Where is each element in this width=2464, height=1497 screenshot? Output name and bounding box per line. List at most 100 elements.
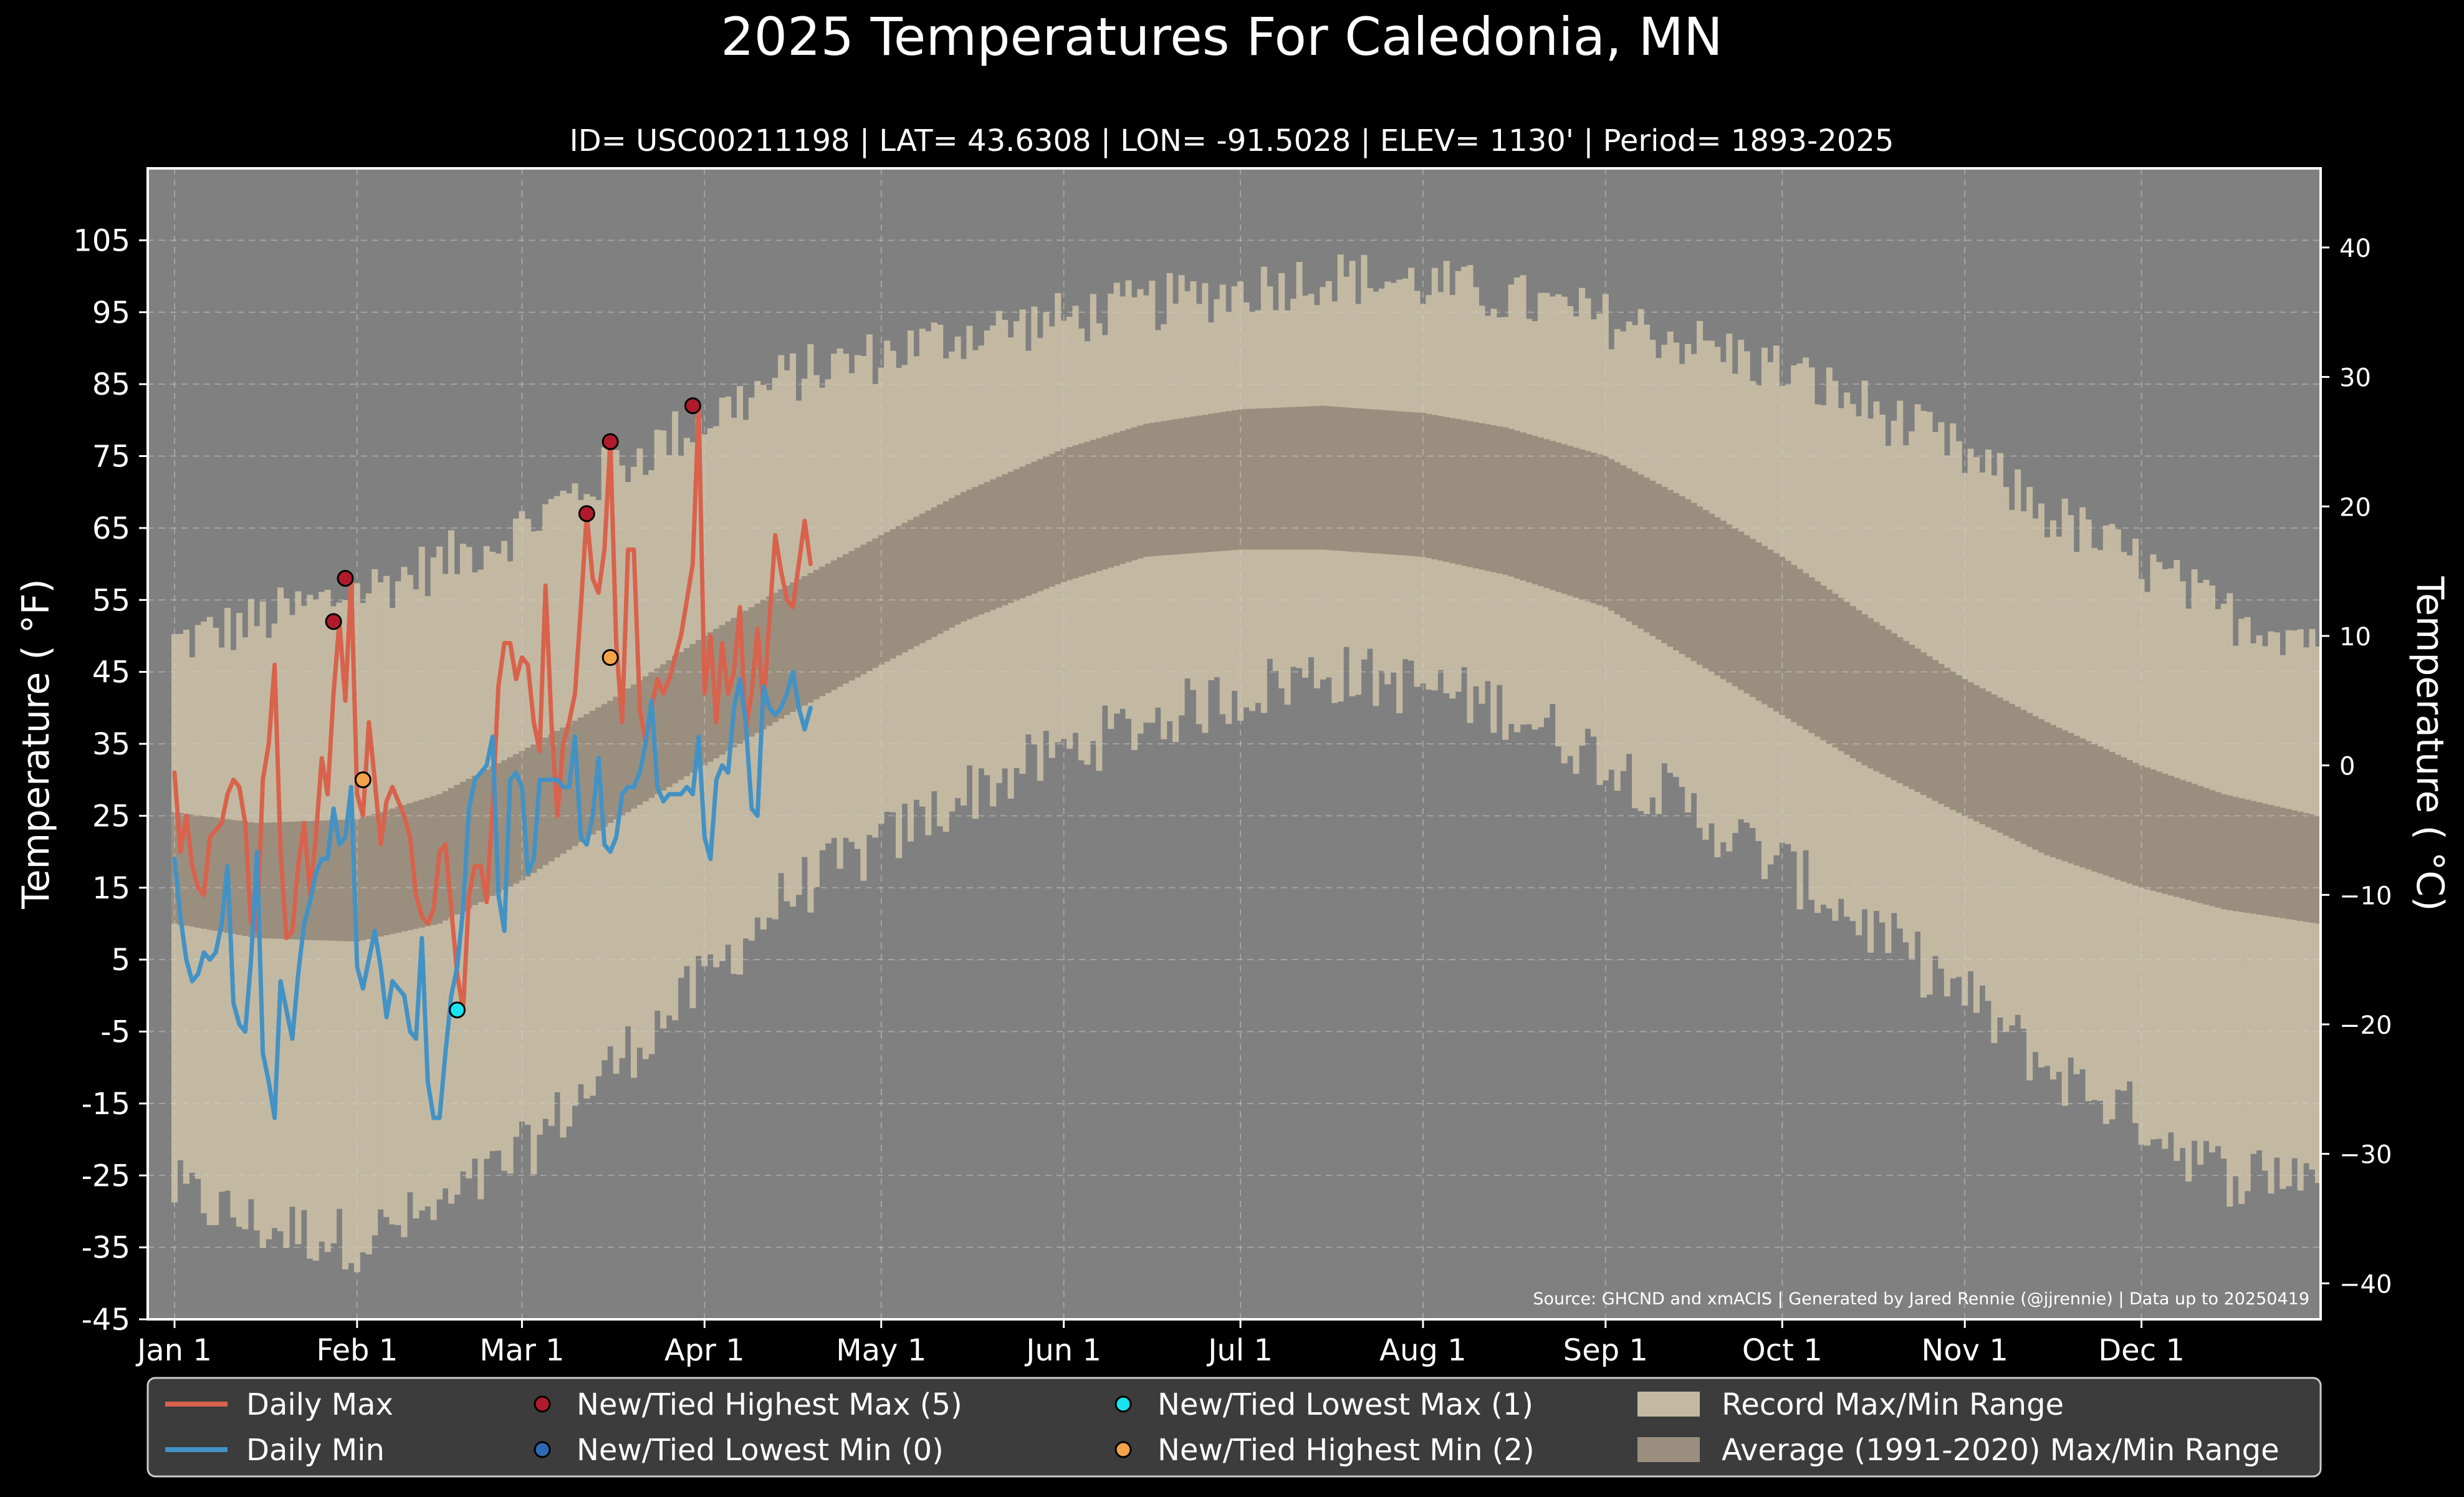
y-tick-label-left: 105: [73, 223, 130, 258]
normal-range-bar: [2291, 810, 2298, 920]
normal-range-bar: [648, 672, 655, 798]
normal-range-bar: [1832, 594, 1839, 748]
normal-range-bar: [530, 744, 537, 873]
normal-range-bar: [2174, 777, 2180, 897]
normal-range-bar: [2314, 816, 2322, 924]
normal-range-bar: [1378, 410, 1385, 554]
normal-range-bar: [1685, 499, 1692, 658]
normal-range-bar: [1284, 407, 1291, 550]
y-tick-label-left: 45: [92, 655, 130, 690]
y-tick-label-left: 95: [92, 296, 130, 330]
normal-range-bar: [2238, 798, 2245, 912]
normal-range-bar: [1826, 589, 1833, 744]
normal-range-bar: [990, 479, 997, 610]
normal-range-bar: [2150, 769, 2157, 891]
normal-range-bar: [1231, 410, 1238, 551]
normal-range-bar: [949, 498, 956, 628]
normal-range-bar: [2079, 738, 2086, 868]
x-tick-label: Apr 1: [664, 1333, 745, 1368]
normal-range-bar: [1060, 448, 1067, 582]
normal-range-bar: [954, 495, 961, 625]
normal-range-bar: [1002, 474, 1009, 605]
normal-range-bar: [1632, 471, 1639, 625]
y-tick-label-right: 30: [2339, 364, 2371, 393]
normal-range-bar: [654, 668, 661, 794]
y-tick-label-left: 75: [92, 440, 130, 474]
normal-range-bar: [1426, 413, 1432, 559]
normal-range-bar: [259, 822, 266, 938]
legend-label-new-tied-lowest-min-0: New/Tied Lowest Min (0): [577, 1433, 944, 1468]
new-tied-highest-minmarker: [354, 771, 372, 789]
legend-swatch-average-1991-2020-max-min-range: [1637, 1437, 1700, 1462]
normal-range-bar: [236, 821, 242, 935]
normal-range-bar: [372, 814, 378, 938]
normal-range-bar: [1225, 411, 1232, 551]
normal-range-bar: [1161, 421, 1167, 556]
normal-range-bar: [1726, 524, 1733, 683]
normal-range-bar: [1320, 405, 1326, 550]
normal-range-bar: [1620, 465, 1627, 619]
legend-swatch-new-tied-highest-max-5: [534, 1395, 551, 1413]
y-axis-right: 40 30 20 10 0 −10 −20 −30 −40: [2321, 234, 2392, 1299]
normal-range-bar: [1072, 445, 1079, 579]
normal-range-bar: [1396, 411, 1403, 556]
normal-range-bar: [2091, 744, 2098, 872]
normal-range-bar: [2197, 786, 2204, 903]
normal-range-bar: [1973, 685, 1980, 822]
normal-range-bar: [795, 579, 802, 709]
normal-range-bar: [1278, 407, 1285, 550]
normal-range-bar: [206, 817, 213, 930]
y-tick-label-left: -25: [82, 1158, 130, 1193]
x-tick-label: Oct 1: [1742, 1333, 1823, 1368]
legend: Daily Max Daily Min New/Tied Highest Max (…: [146, 1377, 2322, 1478]
normal-range-bar: [1025, 464, 1032, 596]
normal-range-bar: [1084, 441, 1091, 575]
normal-range-bar: [807, 572, 814, 703]
normal-range-bar: [619, 692, 626, 816]
daily-min-line: [172, 670, 813, 1120]
normal-range-bar: [1219, 412, 1226, 551]
normal-range-bar: [1584, 451, 1591, 602]
normal-range-bar: [931, 507, 937, 637]
normal-range-bar: [1255, 408, 1262, 550]
normal-range-bar: [501, 760, 508, 890]
normal-range-bar: [1979, 688, 1986, 824]
normal-range-bar: [213, 817, 219, 931]
y-tick-label-left: 5: [111, 943, 130, 978]
normal-range-bar: [1520, 432, 1527, 581]
normal-range-bar: [1007, 471, 1014, 603]
normal-range-bar: [683, 648, 690, 776]
normal-range-bar: [1885, 629, 1892, 777]
normal-range-bar: [1131, 427, 1138, 561]
legend-frame: [146, 1377, 2322, 1478]
x-tick-label: Jul 1: [1206, 1333, 1273, 1368]
normal-range-bar: [2185, 781, 2192, 900]
normal-range-bar: [884, 532, 891, 662]
normal-range-bar: [660, 664, 667, 791]
normal-range-bar: [483, 769, 490, 899]
normal-range-bar: [1608, 459, 1615, 611]
normal-range-bar: [1543, 439, 1550, 589]
normal-range-bar: [1525, 434, 1533, 583]
normal-range-bar: [1838, 597, 1844, 751]
normal-range-bar: [1019, 466, 1026, 599]
normal-range-bar: [459, 781, 466, 912]
x-tick-label: Jun 1: [1024, 1333, 1101, 1368]
y-axis-left: 105 95 85 75 65 55 45 35 25 15 5 -5 -15 -25 -35 -45: [73, 223, 148, 1337]
normal-range-bar: [625, 688, 631, 812]
normal-range-bar: [772, 592, 779, 723]
normal-range-bar: [283, 822, 290, 940]
normal-range-bar: [1119, 431, 1126, 564]
normal-range-bar: [542, 738, 549, 865]
normal-range-bar: [1567, 446, 1574, 596]
normal-range-bar: [2126, 759, 2133, 884]
normal-range-bar: [1313, 406, 1320, 550]
normal-range-bar: [336, 820, 343, 941]
normal-range-bar: [1113, 433, 1120, 566]
series-lines: [172, 403, 813, 1120]
normal-range-bar: [878, 535, 884, 665]
normal-range-bar: [937, 504, 944, 634]
normal-range-bar: [1791, 565, 1798, 723]
normal-range-bar: [1914, 648, 1921, 792]
legend-label-record-max-min-range: Record Max/Min Range: [1722, 1387, 2064, 1422]
